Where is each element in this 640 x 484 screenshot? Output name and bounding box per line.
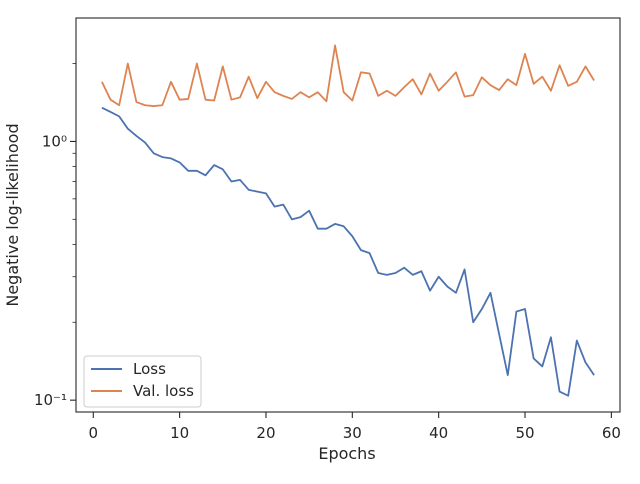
x-axis-label: Epochs bbox=[318, 444, 375, 463]
series-layer bbox=[101, 44, 595, 397]
x-tick-label: 60 bbox=[602, 424, 621, 442]
y-tick-label: 10⁰ bbox=[42, 132, 67, 150]
legend-label-loss: Loss bbox=[133, 360, 166, 378]
legend: Loss Val. loss bbox=[83, 355, 202, 408]
y-axis: 10⁻¹ 10⁰ bbox=[34, 63, 76, 409]
y-tick-label: 10⁻¹ bbox=[34, 391, 67, 409]
x-axis: 0 10 20 30 40 50 60 bbox=[88, 412, 621, 442]
plot-area bbox=[75, 17, 621, 413]
x-tick-label: 50 bbox=[515, 424, 534, 442]
series-line-val-loss bbox=[101, 44, 595, 107]
y-axis-label: Negative log-likelihood bbox=[3, 123, 22, 306]
x-tick-label: 40 bbox=[429, 424, 448, 442]
series-line-loss bbox=[101, 106, 595, 397]
x-tick-label: 20 bbox=[256, 424, 275, 442]
x-tick-label: 10 bbox=[170, 424, 189, 442]
legend-label-val-loss: Val. loss bbox=[133, 382, 194, 400]
x-tick-label: 0 bbox=[88, 424, 98, 442]
x-tick-label: 30 bbox=[343, 424, 362, 442]
